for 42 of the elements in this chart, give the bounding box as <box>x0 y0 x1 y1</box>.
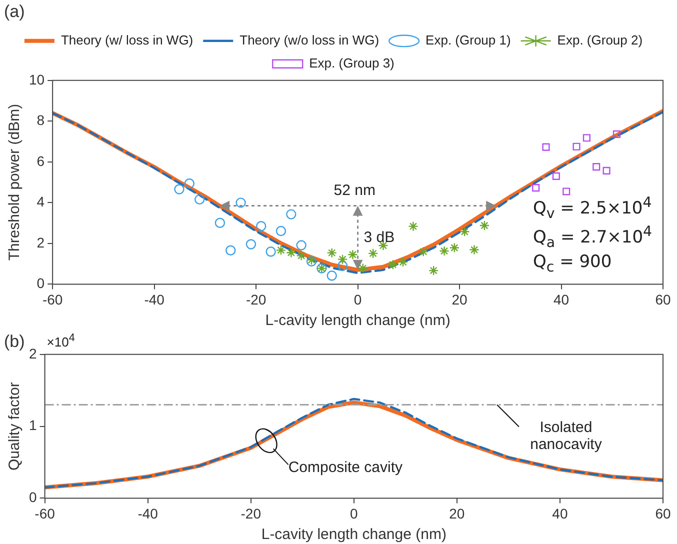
ref-line-label: Isolated nanocavity <box>529 418 603 454</box>
text: ×10$^{4}$ <box>46 332 75 351</box>
y-tick-label: 10 <box>28 71 45 88</box>
annotation: Q$_{a}$ = 2.7×10$^{4}$ <box>533 224 652 252</box>
x-tick-label: 0 <box>350 505 358 522</box>
x-tick-label: 20 <box>452 291 468 308</box>
x-tick-label: 60 <box>655 505 671 522</box>
y-tick-label: 1 <box>28 417 37 434</box>
x-axis-title: L-cavity length change (nm) <box>265 312 450 330</box>
x-tick-label: -60 <box>34 505 56 522</box>
y-axis-title: Threshold power (dBm) <box>6 104 24 261</box>
legend-label: Exp. (Group 3) <box>309 55 394 70</box>
y-tick-label: 0 <box>36 275 45 292</box>
x-tick-label: 40 <box>552 505 568 522</box>
y-axis-title: Quality factor <box>6 382 24 470</box>
legend-label: Exp. (Group 1) <box>426 32 511 48</box>
annotation: 52 nm <box>334 182 376 199</box>
x-tick-label: -20 <box>240 505 262 522</box>
legend-label: Theory (w/o loss in WG) <box>240 32 380 48</box>
x-tick-label: -60 <box>42 291 63 308</box>
y-tick-label: 6 <box>36 152 45 169</box>
y-tick-label: 0 <box>28 489 37 506</box>
x-tick-label: 20 <box>449 505 465 522</box>
annotation: 3 dB <box>364 228 395 246</box>
x-tick-label: 0 <box>354 291 362 308</box>
x-tick-label: 60 <box>655 291 671 308</box>
x-tick-label: -20 <box>246 291 266 308</box>
legend-label: Exp. (Group 2) <box>557 32 643 48</box>
annotation: Q$_{c}$ = 900 <box>533 252 612 276</box>
x-axis-title: L-cavity length change (nm) <box>261 526 446 544</box>
x-tick-label: -40 <box>144 291 165 308</box>
legend-label: Theory (w/ loss in WG) <box>60 32 194 48</box>
annotation: Q$_{v}$ = 2.5×10$^{4}$ <box>533 195 652 223</box>
y-tick-label: 4 <box>36 194 45 210</box>
y-tick-label: 8 <box>36 112 45 128</box>
y-tick-label: 2 <box>36 234 45 250</box>
x-tick-label: -40 <box>138 505 158 522</box>
chart-title: (b) <box>4 332 25 351</box>
x-tick-label: 40 <box>553 291 570 308</box>
chart-title: (a) <box>4 2 25 21</box>
y-tick-label: 2 <box>28 345 37 362</box>
annotation: Composite cavity <box>288 458 403 476</box>
